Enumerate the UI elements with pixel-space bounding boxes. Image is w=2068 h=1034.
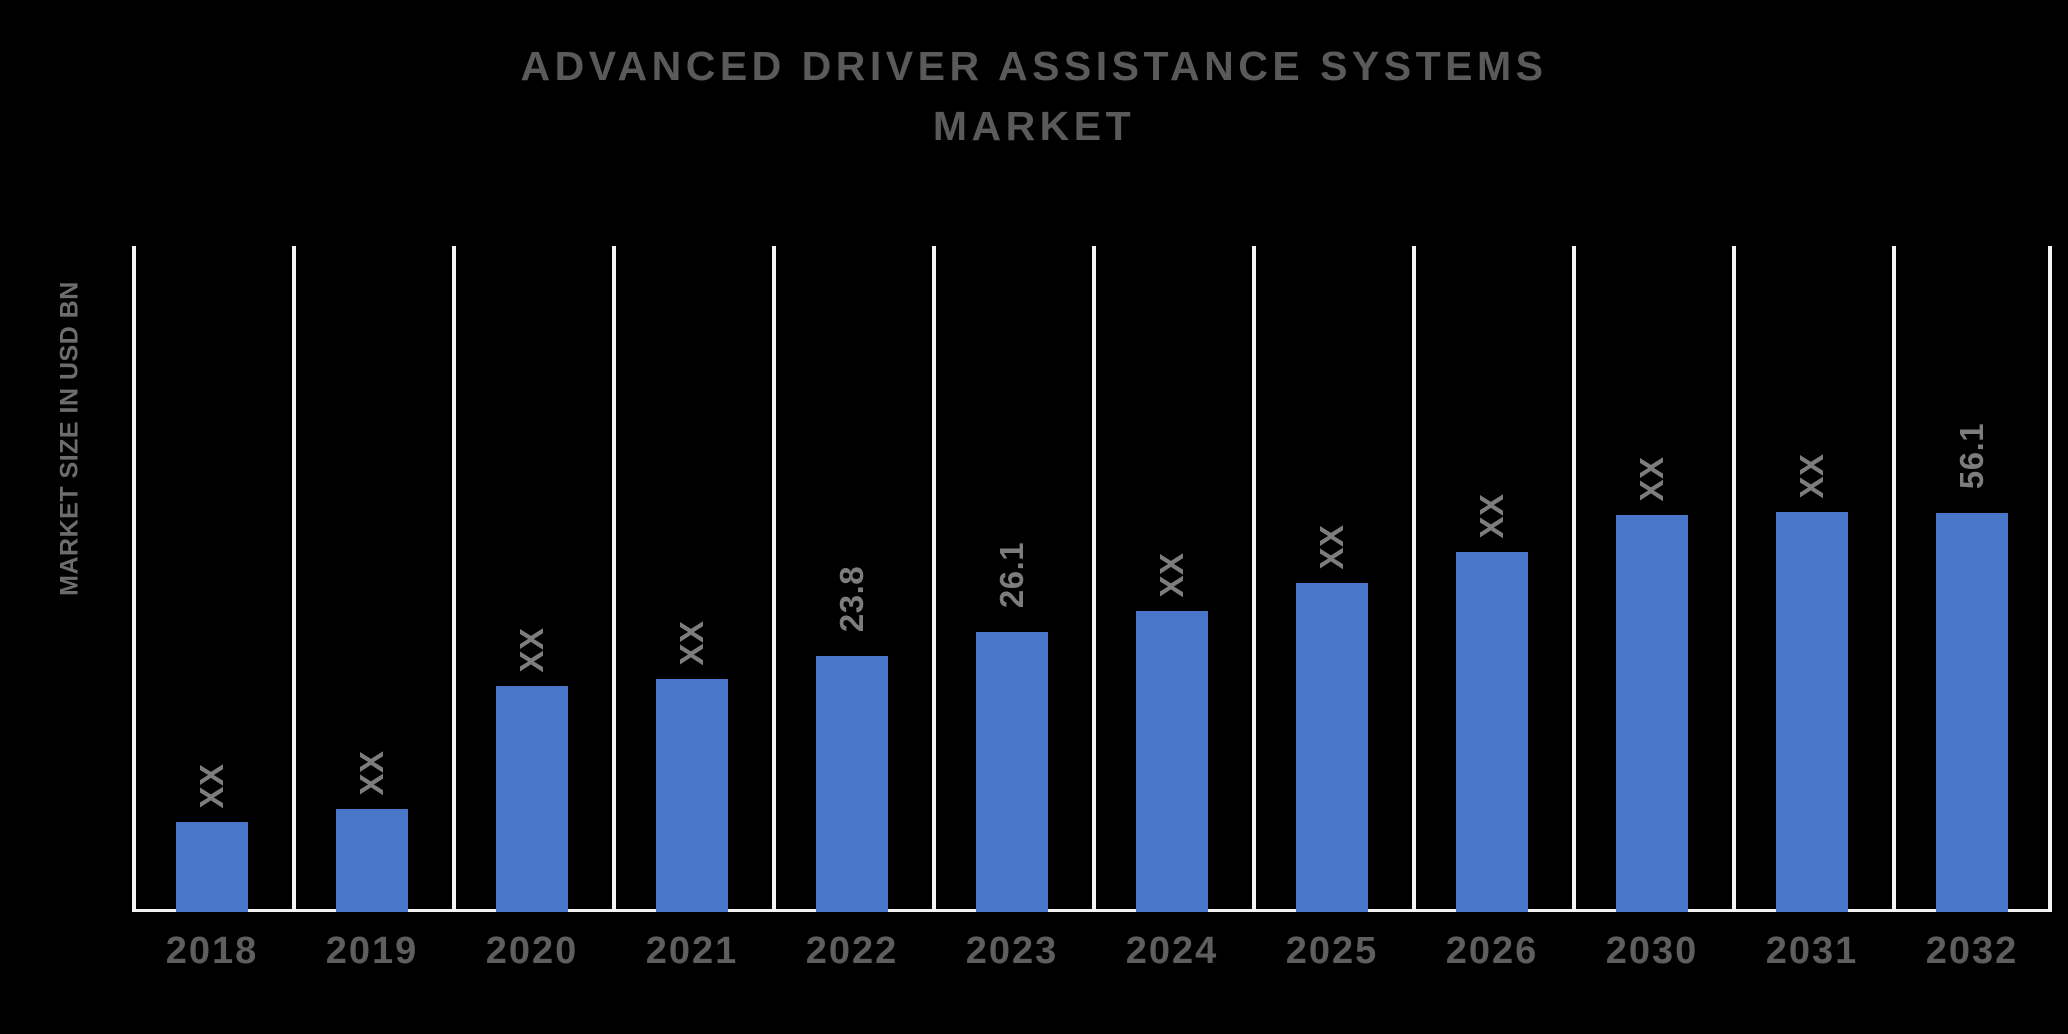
bar-slot: XX — [1732, 246, 1892, 912]
category-separator — [452, 246, 456, 912]
bar-value-label: XX — [1633, 456, 1670, 502]
bar-slot: XX — [292, 246, 452, 912]
bar-value-label: XX — [673, 620, 710, 666]
bar-value-label: XX — [193, 763, 230, 809]
bar-slot: XX — [1252, 246, 1412, 912]
category-separator — [772, 246, 776, 912]
x-tick-label: 2031 — [1765, 930, 1859, 972]
category-separator — [2048, 246, 2052, 912]
category-separator — [932, 246, 936, 912]
plot-area: XX XX XX XX 23.8 26.1 XX XX XX XX XX 56.1 — [132, 246, 2052, 912]
bar[interactable] — [1296, 583, 1368, 912]
category-separator — [292, 246, 296, 912]
x-tick-label: 2020 — [485, 930, 579, 972]
bar[interactable] — [1616, 514, 1688, 912]
category-separator — [1412, 246, 1416, 912]
x-axis-tick-labels: 2018 2019 2020 2021 2022 2023 2024 2025 2026 2030… — [132, 930, 2052, 1000]
x-tick-label: 2025 — [1285, 930, 1379, 972]
category-separator — [1252, 246, 1256, 912]
category-separator — [132, 246, 136, 912]
x-tick-label: 2022 — [805, 930, 899, 972]
bar-value-label: XX — [1793, 453, 1830, 499]
chart-title: ADVANCED DRIVER ASSISTANCE SYSTEMS MARKE… — [520, 43, 1548, 149]
bar-slot: XX — [452, 246, 612, 912]
x-tick-label: 2019 — [325, 930, 419, 972]
bar-slot: XX — [132, 246, 292, 912]
x-tick-label: 2032 — [1925, 930, 2019, 972]
bar[interactable] — [1456, 552, 1528, 912]
x-tick-label: 2023 — [965, 930, 1059, 972]
x-tick-label: 2021 — [645, 930, 739, 972]
bar-slot: 26.1 — [932, 246, 1092, 912]
bar-slot: XX — [1412, 246, 1572, 912]
category-separator — [1572, 246, 1576, 912]
bar-value-label: XX — [1313, 524, 1350, 570]
bar[interactable] — [336, 808, 408, 912]
x-tick-label: 2018 — [165, 930, 259, 972]
x-tick-label: 2030 — [1605, 930, 1699, 972]
bar-slot: XX — [1092, 246, 1252, 912]
y-axis-title: MARKET SIZE IN USD BN — [55, 281, 84, 596]
bar-value-label: 26.1 — [993, 541, 1030, 608]
bar[interactable] — [656, 678, 728, 912]
bar[interactable] — [816, 656, 888, 912]
bar-slot: XX — [1572, 246, 1732, 912]
category-separator — [1892, 246, 1896, 912]
bar[interactable] — [1776, 512, 1848, 912]
bar-value-label: XX — [1153, 552, 1190, 598]
bar-value-label: XX — [513, 627, 550, 673]
category-separator — [1092, 246, 1096, 912]
bar-value-label: XX — [1473, 493, 1510, 539]
x-tick-label: 2026 — [1445, 930, 1539, 972]
bar-value-label: 23.8 — [833, 566, 870, 633]
bar[interactable] — [176, 821, 248, 912]
category-separator — [612, 246, 616, 912]
bar-slot: XX — [612, 246, 772, 912]
bar[interactable] — [1136, 611, 1208, 912]
bar-value-label: XX — [353, 750, 390, 796]
bar[interactable] — [1936, 513, 2008, 912]
category-separator — [1732, 246, 1736, 912]
bar[interactable] — [496, 686, 568, 912]
bar[interactable] — [976, 631, 1048, 912]
bar-slot: 56.1 — [1892, 246, 2052, 912]
bar-value-label: 56.1 — [1953, 423, 1990, 490]
x-tick-label: 2024 — [1125, 930, 1219, 972]
bar-slot: 23.8 — [772, 246, 932, 912]
